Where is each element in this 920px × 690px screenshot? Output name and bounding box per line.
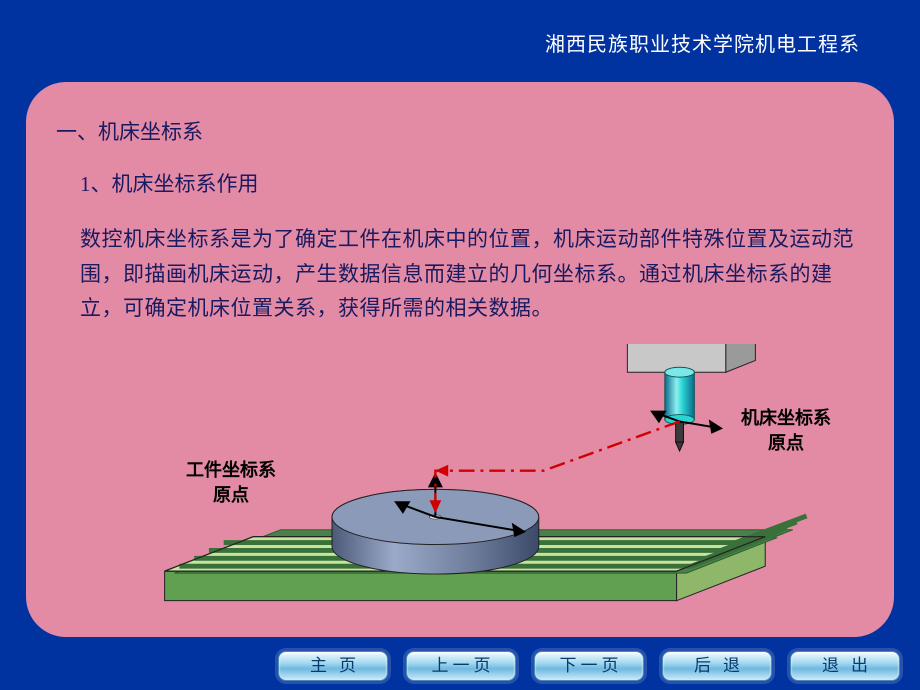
diagram-svg <box>76 344 844 621</box>
heading-2: 1、机床坐标系作用 <box>80 168 864 198</box>
content-panel: 一、机床坐标系 1、机床坐标系作用 数控机床坐标系是为了确定工件在机床中的位置，… <box>26 82 894 637</box>
slide-root: 湘西民族职业技术学院机电工程系 一、机床坐标系 1、机床坐标系作用 数控机床坐标… <box>0 0 920 690</box>
tool-head <box>627 344 755 451</box>
heading-1: 一、机床坐标系 <box>56 116 864 146</box>
back-button[interactable]: 后退 <box>662 651 772 681</box>
next-button[interactable]: 下一页 <box>534 651 644 681</box>
coordinate-diagram: 工件坐标系 原点 机床坐标系 原点 <box>76 344 844 621</box>
header-bar: 湘西民族职业技术学院机电工程系 <box>0 0 920 82</box>
exit-button[interactable]: 退出 <box>790 651 900 681</box>
header-title: 湘西民族职业技术学院机电工程系 <box>545 28 860 57</box>
nav-bar: 主页 上一页 下一页 后退 退出 <box>0 642 920 690</box>
paragraph: 数控机床坐标系是为了确定工件在机床中的位置，机床运动部件特殊位置及运动范围，即描… <box>80 222 854 326</box>
home-button[interactable]: 主页 <box>278 651 388 681</box>
prev-button[interactable]: 上一页 <box>406 651 516 681</box>
